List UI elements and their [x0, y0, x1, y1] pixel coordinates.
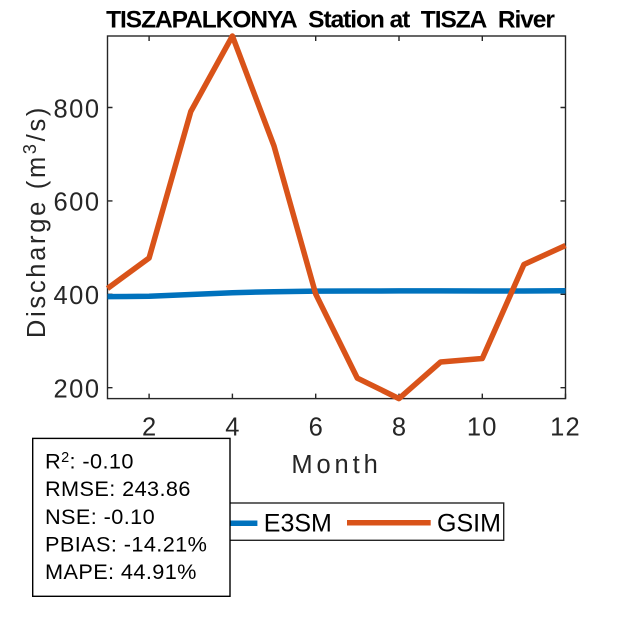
svg-text:12: 12 [550, 414, 581, 442]
svg-text:GSIM: GSIM [437, 509, 501, 537]
svg-text:400: 400 [53, 282, 100, 310]
svg-text:Discharge (m3/s): Discharge (m3/s) [20, 105, 51, 338]
svg-text:200: 200 [53, 376, 100, 404]
svg-text:RMSE: 243.86: RMSE: 243.86 [45, 476, 191, 501]
svg-text:MAPE: 44.91%: MAPE: 44.91% [45, 559, 197, 584]
svg-text:4: 4 [225, 414, 239, 442]
svg-text:2: 2 [142, 414, 156, 442]
svg-text:R2: -0.10: R2: -0.10 [45, 449, 134, 474]
svg-text:E3SM: E3SM [264, 509, 332, 537]
svg-text:10: 10 [467, 414, 498, 442]
svg-text:600: 600 [53, 189, 100, 217]
svg-text:6: 6 [309, 414, 323, 442]
svg-text:8: 8 [392, 414, 406, 442]
svg-text:NSE: -0.10: NSE: -0.10 [45, 504, 155, 529]
svg-text:PBIAS: -14.21%: PBIAS: -14.21% [45, 531, 207, 556]
svg-text:800: 800 [53, 95, 100, 123]
svg-text:Month: Month [291, 451, 381, 479]
svg-text:TISZAPALKONYA Station at TIS: TISZAPALKONYA Station at TISZA River [106, 6, 555, 33]
